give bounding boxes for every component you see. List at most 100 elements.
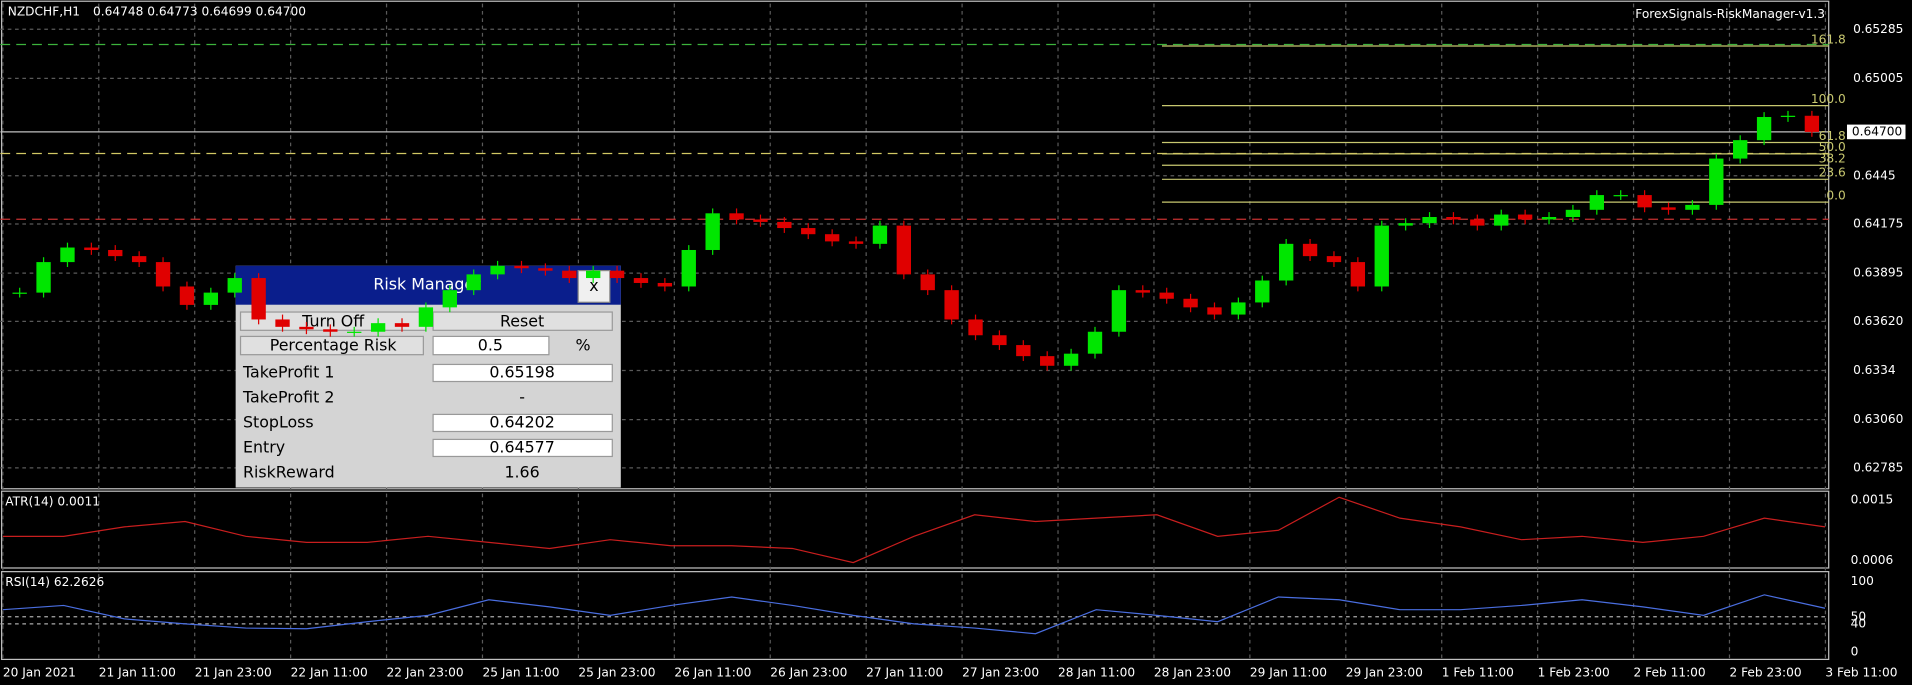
candle-body	[992, 335, 1007, 346]
fib-label: 0.0	[1826, 188, 1845, 202]
y-tick-label: 0.63895	[1853, 266, 1903, 280]
candle-body	[1756, 116, 1772, 141]
candle-body	[370, 323, 386, 332]
current-price-label: 0.64700	[1852, 124, 1902, 138]
row-value: 1.66	[504, 462, 539, 481]
candle-body	[1398, 223, 1413, 226]
candle-body	[1326, 256, 1342, 263]
candle-body	[514, 265, 529, 269]
candle-body	[1111, 290, 1127, 332]
percentage-label[interactable]: Percentage Risk	[270, 336, 398, 355]
candle-body	[442, 290, 457, 308]
candle-body	[1278, 243, 1294, 281]
row-value: 0.64202	[489, 412, 554, 431]
candle-body	[848, 241, 864, 244]
candle-body	[681, 249, 696, 287]
x-tick-label: 21 Jan 11:00	[99, 665, 176, 679]
reset-button[interactable]	[432, 311, 613, 331]
y-tick-label: 0.6445	[1853, 168, 1896, 182]
candle-body	[562, 270, 577, 279]
candle-body	[1374, 225, 1389, 287]
candle-body	[1135, 290, 1150, 293]
candle-body	[657, 282, 673, 287]
row-value: -	[519, 387, 525, 406]
panel-title: Risk Manager	[373, 275, 481, 294]
x-tick-label: 3 Feb 11:00	[1825, 665, 1897, 679]
reset-label[interactable]: Reset	[500, 311, 544, 330]
candle-body	[203, 292, 219, 305]
close-label[interactable]: x	[589, 276, 598, 295]
candle-body	[347, 331, 362, 333]
candle-body	[896, 225, 911, 275]
rsi-line	[2, 594, 1826, 635]
row-label: RiskReward	[243, 462, 335, 481]
candle-body	[1637, 195, 1652, 208]
candle-body	[1780, 115, 1796, 117]
candle-body	[1063, 353, 1079, 366]
panel-frame	[1, 490, 1830, 569]
candle-body	[1255, 280, 1270, 303]
candle-body	[609, 270, 625, 279]
row-label: TakeProfit 1	[242, 362, 334, 381]
row-input[interactable]	[432, 438, 613, 458]
y-tick-label: 0.63620	[1853, 314, 1903, 328]
candle-body	[418, 307, 434, 327]
y-tick-label: 0.0006	[1851, 553, 1894, 567]
row-input[interactable]	[432, 363, 613, 383]
row-label: Entry	[243, 437, 285, 456]
candle-body	[1470, 219, 1485, 226]
candle-body	[1685, 204, 1700, 210]
candle-body	[1541, 217, 1557, 220]
fib-label: 61.8	[1819, 129, 1846, 143]
atr-title: ATR(14) 0.0011	[5, 495, 100, 509]
candle-body	[1589, 195, 1604, 210]
panel-titlebar	[235, 265, 621, 305]
x-tick-label: 26 Jan 11:00	[674, 665, 751, 679]
row-value: 0.65198	[489, 362, 554, 381]
y-tick-label: 0	[1851, 645, 1859, 659]
x-tick-label: 2 Feb 11:00	[1634, 665, 1706, 679]
y-tick-label: 0.65005	[1853, 71, 1903, 85]
percentage-value[interactable]: 0.5	[478, 336, 503, 355]
x-tick-label: 2 Feb 23:00	[1729, 665, 1801, 679]
candle-body	[1494, 214, 1509, 226]
candle-body	[12, 292, 27, 294]
turn-off-label[interactable]: Turn Off	[301, 311, 365, 330]
candle-body	[1422, 217, 1437, 224]
percentage-input[interactable]	[432, 335, 550, 356]
candle-body	[920, 274, 935, 291]
candle-body	[1804, 115, 1820, 132]
symbol: NZDCHF,H1	[8, 5, 80, 19]
candle-body	[753, 219, 768, 222]
x-tick-label: 25 Jan 23:00	[578, 665, 655, 679]
percent-sign: %	[576, 336, 591, 355]
candle-body	[777, 221, 792, 229]
candle-body	[1016, 345, 1031, 357]
candle-body	[968, 319, 983, 336]
candle-body	[1040, 356, 1055, 366]
row-label: TakeProfit 2	[242, 387, 334, 406]
row-input[interactable]	[432, 413, 613, 433]
candle-body	[155, 262, 171, 287]
candle-body	[944, 290, 959, 320]
risk-manager: Risk Manager x Turn Off Reset Percentage…	[235, 265, 621, 488]
candle-body	[824, 234, 840, 242]
fib-label: 38.2	[1819, 152, 1846, 166]
candle-body	[299, 326, 314, 330]
atr-line	[2, 496, 1826, 564]
candle-body	[131, 256, 147, 263]
candle-body	[1613, 195, 1628, 197]
x-tick-label: 27 Jan 23:00	[962, 665, 1039, 679]
y-tick-label: 0.6334	[1853, 363, 1896, 377]
candle-body	[108, 249, 123, 257]
x-tick-label: 25 Jan 11:00	[482, 665, 559, 679]
indicator-name: ForexSignals-RiskManager-v1.3	[1635, 7, 1825, 21]
candle-body	[36, 262, 51, 293]
ohlc: 0.64748 0.64773 0.64699 0.64700	[93, 5, 306, 19]
candle-body	[1159, 292, 1174, 299]
percentage-button[interactable]	[239, 335, 424, 356]
row-label: StopLoss	[243, 412, 314, 431]
